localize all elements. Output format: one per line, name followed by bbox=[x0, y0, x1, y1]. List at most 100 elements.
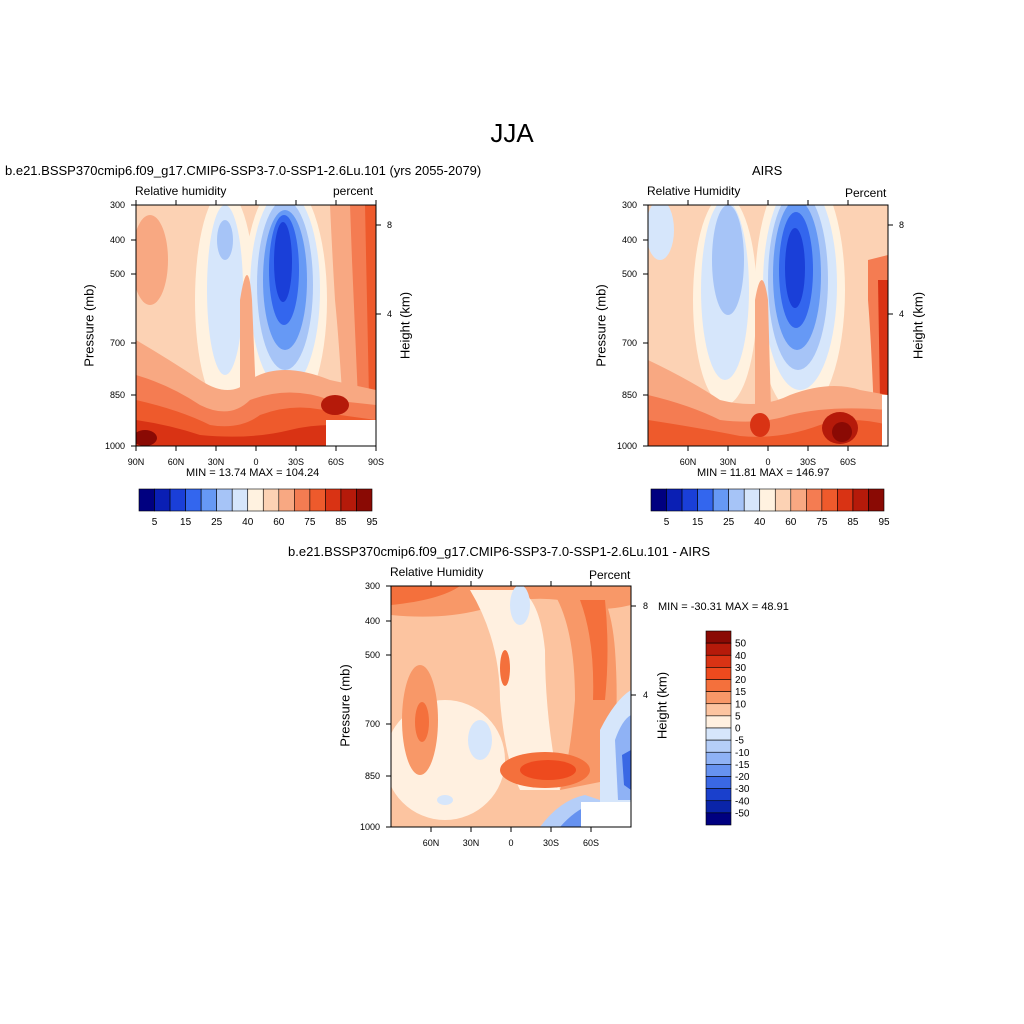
panel1-colorbar-box bbox=[294, 488, 311, 512]
panel1-colorbar-box bbox=[200, 488, 217, 512]
panel2-colorbar-label: 75 bbox=[816, 517, 828, 528]
panel1-colorbar-box bbox=[138, 488, 155, 512]
panel1-colorbar: 5 15 25 40 60 75 85 95 bbox=[138, 488, 378, 528]
panel2-y-tick-label: 700 bbox=[622, 338, 637, 348]
panel3-colorbar-box bbox=[705, 751, 732, 765]
panel3-colorbar-box bbox=[705, 739, 732, 753]
panel3-x-tick-label: 30S bbox=[543, 838, 559, 848]
panel3-y-tick-label: 850 bbox=[365, 771, 380, 781]
main-title: JJA bbox=[490, 118, 534, 148]
panel1-colorbar-box bbox=[325, 488, 342, 512]
panel2-y2-tick-label: 8 bbox=[899, 220, 904, 230]
panel2-y-ticks bbox=[643, 204, 893, 447]
panel2-colorbar-box bbox=[759, 488, 776, 512]
panel3-x-tick-label: 60N bbox=[423, 838, 440, 848]
panel3-x-ticks bbox=[430, 581, 592, 832]
panel2-colorbar-box bbox=[712, 488, 729, 512]
panel2-variable-label: Relative Humidity bbox=[647, 184, 741, 198]
panel2-units-label: Percent bbox=[845, 186, 887, 200]
panel2-colorbar-box bbox=[650, 488, 667, 512]
panel3-colorbar-box bbox=[705, 642, 732, 656]
panel2-x-tick-label: 0 bbox=[765, 457, 770, 467]
panel1-colorbar-box bbox=[247, 488, 264, 512]
panel1-colorbar-label: 60 bbox=[273, 517, 285, 528]
panel1-y-ticks bbox=[131, 204, 381, 447]
panel1-y2-tick-label: 4 bbox=[387, 309, 392, 319]
panel1-colorbar-label: 85 bbox=[335, 517, 347, 528]
panel3-colorbar-box bbox=[705, 667, 732, 680]
panel2-colorbar-box bbox=[868, 488, 885, 512]
panel3-colorbar-label: -30 bbox=[735, 784, 750, 795]
panel2-contour-field bbox=[648, 205, 888, 446]
panel1-x-tick-label: 60N bbox=[168, 457, 185, 467]
panel3-y-tick-label: 300 bbox=[365, 581, 380, 591]
panel3-colorbar-label: 50 bbox=[735, 639, 747, 650]
panel3-colorbar-box bbox=[705, 630, 732, 644]
panel3-colorbar-label: 20 bbox=[735, 675, 747, 686]
panel2-colorbar-label: 25 bbox=[723, 517, 735, 528]
panel1-y2-tick-label: 8 bbox=[387, 220, 392, 230]
panel2-x-tick-label: 30N bbox=[720, 457, 737, 467]
panel3-y-tick-label: 500 bbox=[365, 650, 380, 660]
panel1-minmax: MIN = 13.74 MAX = 104.24 bbox=[186, 467, 320, 479]
panel1-colorbar-box bbox=[231, 488, 249, 512]
panel3-colorbar-label: 5 bbox=[735, 711, 741, 722]
panel1-variable-label: Relative humidity bbox=[135, 184, 227, 198]
panel3-colorbar-box bbox=[705, 776, 732, 789]
panel3-colorbar-label: -20 bbox=[735, 772, 750, 783]
panel1-colorbar-label: 5 bbox=[152, 517, 158, 528]
panel2-subtitle: AIRS bbox=[752, 163, 783, 178]
panel2-x-tick-label: 60S bbox=[840, 457, 856, 467]
panel3-colorbar-label: 0 bbox=[735, 724, 741, 735]
panel1-y-tick-label: 300 bbox=[110, 200, 125, 210]
panel3-colorbar-box bbox=[705, 679, 732, 692]
panel3-colorbar-box bbox=[705, 703, 732, 717]
panel2-colorbar-box bbox=[774, 488, 792, 512]
panel3-units-label: Percent bbox=[589, 568, 631, 582]
panel3-colorbar-box bbox=[705, 812, 732, 826]
panel1-colorbar-box bbox=[169, 488, 186, 512]
panel3-x-tick-label: 60S bbox=[583, 838, 599, 848]
panel1-contour-field bbox=[136, 205, 376, 446]
panel1-colorbar-box bbox=[154, 488, 171, 512]
panel1-x-tick-label: 90S bbox=[368, 457, 384, 467]
panel2-colorbar-box bbox=[790, 488, 807, 512]
panel3-contour-field bbox=[391, 586, 631, 827]
panel1-colorbar-label: 25 bbox=[211, 517, 223, 528]
panel3-colorbar-box bbox=[705, 691, 732, 705]
panel3-colorbar-box bbox=[705, 764, 732, 777]
panel3-y2-tick-label: 4 bbox=[643, 690, 648, 700]
panel2-colorbar-label: 60 bbox=[785, 517, 797, 528]
panel3-colorbar-label: 30 bbox=[735, 663, 747, 674]
panel3-colorbar-label: -5 bbox=[735, 736, 744, 747]
panel3-colorbar-label: 10 bbox=[735, 699, 747, 710]
panel3-colorbar-box bbox=[705, 654, 732, 668]
panel2-colorbar-box bbox=[697, 488, 714, 512]
panel1-y-tick-label: 1000 bbox=[105, 441, 125, 451]
panel1-colorbar-box bbox=[262, 488, 280, 512]
panel1-y-tick-label: 850 bbox=[110, 390, 125, 400]
panel1-x-tick-label: 60S bbox=[328, 457, 344, 467]
panel3-colorbar-box bbox=[705, 788, 732, 802]
panel3-y2-tick-label: 8 bbox=[643, 601, 648, 611]
panel1-x-tick-label: 30N bbox=[208, 457, 225, 467]
panel1-colorbar-box bbox=[185, 488, 202, 512]
panel1-x-tick-label: 90N bbox=[128, 457, 145, 467]
panel2-colorbar-box bbox=[821, 488, 838, 512]
panel2-colorbar-box bbox=[837, 488, 854, 512]
panel2-x-tick-label: 30S bbox=[800, 457, 816, 467]
panel3-colorbar-label: 15 bbox=[735, 687, 747, 698]
panel1-y-tick-label: 700 bbox=[110, 338, 125, 348]
panel1-colorbar-label: 40 bbox=[242, 517, 254, 528]
panel2-colorbar: 5 15 25 40 60 75 85 95 bbox=[650, 488, 890, 528]
panel2-x-tick-label: 60N bbox=[680, 457, 697, 467]
panel2-colorbar-box bbox=[806, 488, 823, 512]
panel3-colorbar-box bbox=[705, 715, 732, 729]
panel1-units-label: percent bbox=[333, 184, 374, 198]
panel2-colorbar-label: 40 bbox=[754, 517, 766, 528]
panel3-x-tick-label: 0 bbox=[508, 838, 513, 848]
panel2-y-tick-label: 500 bbox=[622, 269, 637, 279]
panel2-colorbar-label: 15 bbox=[692, 517, 704, 528]
panel3-y-tick-label: 1000 bbox=[360, 822, 380, 832]
